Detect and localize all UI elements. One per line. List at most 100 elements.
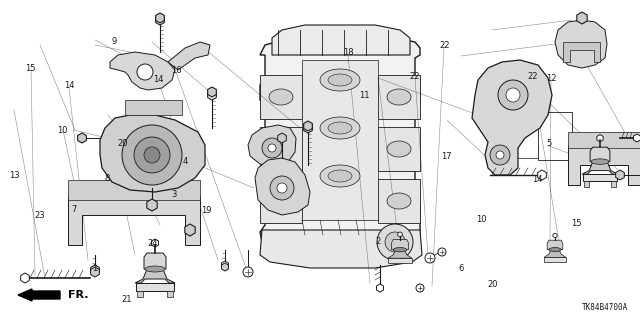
Ellipse shape [269,141,293,157]
Polygon shape [260,35,420,258]
Ellipse shape [269,89,293,105]
Polygon shape [547,240,563,250]
Circle shape [385,232,405,252]
Bar [302,60,378,220]
Text: 15: 15 [571,219,581,228]
Text: 16: 16 [171,66,181,75]
Circle shape [425,253,435,263]
Polygon shape [568,132,640,148]
Circle shape [496,151,504,159]
Polygon shape [156,15,164,25]
Ellipse shape [591,159,609,164]
Polygon shape [168,42,210,70]
Bar [388,258,412,263]
Circle shape [438,248,446,256]
Circle shape [506,88,520,102]
Polygon shape [144,253,166,269]
Text: 1: 1 [92,264,97,273]
Circle shape [377,224,413,260]
Bar [137,291,143,297]
Text: 17: 17 [442,152,452,161]
Text: 14: 14 [64,81,74,90]
Text: 22: 22 [410,72,420,81]
Circle shape [270,176,294,200]
Text: 23: 23 [35,211,45,220]
Polygon shape [110,52,175,90]
Text: FR.: FR. [68,290,88,300]
Text: 14: 14 [532,175,543,184]
Polygon shape [135,269,175,283]
Polygon shape [248,125,296,167]
Text: 24: 24 [147,239,157,248]
Ellipse shape [320,69,360,91]
Text: 8: 8 [105,174,110,183]
Text: 10: 10 [58,126,68,135]
Polygon shape [207,87,216,97]
Polygon shape [544,250,566,257]
Bar [378,179,420,223]
Bar [544,257,566,262]
FancyArrow shape [18,289,60,301]
Bar [611,181,616,187]
Polygon shape [577,12,587,24]
Ellipse shape [269,193,293,209]
Bar [260,127,302,171]
Ellipse shape [387,89,411,105]
Circle shape [262,138,282,158]
Text: 9: 9 [111,37,116,46]
Polygon shape [68,180,200,200]
Text: 7: 7 [71,205,76,214]
Text: 20: 20 [488,280,498,289]
Circle shape [490,145,510,165]
Bar [584,181,589,187]
Polygon shape [185,224,195,236]
Polygon shape [538,170,547,180]
Bar [583,174,617,181]
Polygon shape [91,265,99,275]
Polygon shape [125,100,182,115]
Circle shape [122,125,182,185]
Bar [260,179,302,223]
Circle shape [268,144,276,152]
Bar [260,75,302,119]
Text: 22: 22 [440,41,450,50]
Polygon shape [278,133,286,143]
Text: 10: 10 [476,215,486,224]
Ellipse shape [548,248,561,252]
Polygon shape [221,263,228,271]
Polygon shape [260,230,422,268]
Circle shape [137,64,153,80]
Polygon shape [255,158,310,215]
Polygon shape [597,135,603,142]
Polygon shape [582,162,618,174]
Polygon shape [303,123,312,133]
Circle shape [144,147,160,163]
Polygon shape [91,267,99,277]
Ellipse shape [328,122,352,134]
Ellipse shape [387,141,411,157]
Polygon shape [147,199,157,211]
Polygon shape [616,170,625,180]
Ellipse shape [393,248,407,252]
Ellipse shape [320,165,360,187]
Polygon shape [590,147,610,162]
Polygon shape [68,195,200,245]
Circle shape [498,80,528,110]
Polygon shape [398,232,402,237]
Text: TK84B4700A: TK84B4700A [582,303,628,312]
Polygon shape [555,20,607,68]
Text: 2: 2 [375,237,380,246]
Polygon shape [472,60,552,175]
Ellipse shape [328,74,352,86]
Text: 15: 15 [26,64,36,73]
Ellipse shape [387,193,411,209]
Text: 12: 12 [547,74,557,83]
Text: 14: 14 [154,75,164,84]
Bar [378,75,420,119]
Polygon shape [376,284,383,292]
Polygon shape [392,239,408,250]
Polygon shape [568,145,640,185]
Polygon shape [272,25,410,55]
Polygon shape [388,250,412,258]
Polygon shape [156,13,164,23]
